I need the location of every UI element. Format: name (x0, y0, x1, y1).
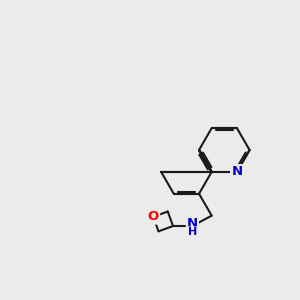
Text: H: H (188, 227, 197, 237)
Text: N: N (231, 165, 242, 178)
Text: O: O (148, 210, 159, 223)
Text: N: N (187, 217, 198, 230)
